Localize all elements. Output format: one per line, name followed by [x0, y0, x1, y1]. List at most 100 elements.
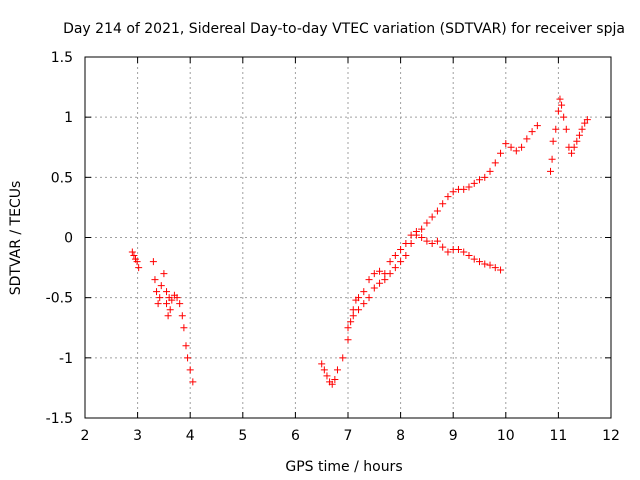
data-point — [497, 266, 505, 274]
axis-ticks: 2 3 4 5 6 7 8 9 10 11 12 -1.5 -1 -0.5 0 0.5 1 1.5 — [46, 50, 620, 444]
data-point — [355, 306, 363, 314]
data-point — [433, 207, 441, 215]
data-point — [470, 255, 478, 263]
x-tick-label: 7 — [344, 428, 353, 444]
data-point — [418, 234, 426, 241]
data-point — [439, 243, 447, 251]
data-point — [370, 284, 378, 292]
data-point — [133, 258, 141, 266]
data-point — [376, 267, 384, 275]
data-point — [412, 231, 420, 239]
data-point — [391, 252, 399, 260]
chart-title: Day 214 of 2021, Sidereal Day-to-day VTE… — [63, 21, 625, 37]
data-point — [460, 248, 468, 256]
data-point — [465, 252, 473, 260]
data-point — [153, 288, 161, 296]
data-point — [402, 252, 410, 260]
data-point — [465, 183, 473, 191]
data-point — [320, 366, 328, 374]
data-point — [407, 240, 415, 248]
data-point — [470, 179, 478, 187]
y-tick-label: 0.5 — [51, 170, 73, 186]
data-point — [583, 116, 591, 124]
data-point — [365, 276, 373, 284]
data-point — [449, 188, 457, 196]
data-point — [491, 264, 499, 272]
data-point — [570, 143, 578, 151]
data-point — [135, 264, 143, 272]
data-point — [444, 248, 452, 256]
data-point — [370, 270, 378, 278]
data-point — [331, 375, 339, 383]
data-point — [518, 143, 526, 151]
data-point — [168, 296, 176, 304]
data-point — [344, 336, 352, 344]
y-tick-label: -0.5 — [46, 291, 73, 307]
data-point — [164, 312, 172, 320]
data-point — [578, 125, 586, 133]
x-tick-label: 3 — [133, 428, 142, 444]
data-point — [560, 113, 568, 121]
x-tick-label: 8 — [396, 428, 405, 444]
data-point — [548, 155, 556, 163]
data-point — [581, 119, 589, 127]
x-tick-label: 2 — [81, 428, 90, 444]
data-point — [154, 300, 162, 308]
data-point — [575, 131, 583, 139]
x-tick-label: 10 — [497, 428, 515, 444]
grid-lines — [85, 57, 611, 418]
data-point — [151, 276, 159, 284]
data-point — [573, 137, 581, 145]
data-point — [360, 288, 368, 296]
data-point — [323, 372, 331, 380]
x-tick-label: 9 — [449, 428, 458, 444]
data-point — [444, 193, 452, 201]
data-point — [365, 294, 373, 302]
data-point — [562, 125, 570, 133]
data-point — [486, 167, 494, 175]
data-point — [428, 240, 436, 248]
data-point — [166, 306, 174, 314]
data-point — [523, 135, 531, 143]
data-point — [128, 248, 136, 256]
data-point — [423, 219, 431, 227]
data-point — [418, 225, 426, 233]
data-point — [376, 279, 384, 287]
data-point — [454, 246, 462, 254]
data-point — [163, 288, 171, 296]
data-point — [178, 312, 186, 320]
data-point — [568, 149, 576, 157]
data-point — [347, 318, 355, 326]
data-point — [349, 312, 357, 320]
y-tick-label: 0 — [64, 231, 73, 247]
data-point — [491, 159, 499, 167]
data-point — [386, 270, 394, 278]
data-point — [182, 342, 190, 350]
data-point — [481, 260, 489, 268]
data-point — [344, 324, 352, 332]
y-tick-label: -1 — [59, 351, 73, 367]
data-point — [318, 360, 326, 368]
data-point — [428, 213, 436, 221]
data-point — [157, 282, 165, 290]
data-point — [386, 258, 394, 266]
data-point — [328, 380, 336, 388]
data-points — [128, 95, 591, 388]
data-point — [180, 324, 188, 332]
data-point — [547, 167, 555, 175]
data-point — [189, 378, 197, 386]
data-point — [397, 258, 405, 266]
data-point — [176, 300, 184, 308]
data-point — [397, 246, 405, 254]
x-tick-label: 5 — [238, 428, 247, 444]
x-tick-label: 6 — [291, 428, 300, 444]
data-point — [439, 200, 447, 208]
data-point — [130, 252, 138, 260]
data-point — [381, 276, 389, 284]
data-point — [481, 173, 489, 181]
data-point — [558, 101, 566, 109]
data-point — [502, 140, 510, 148]
data-point — [333, 366, 341, 374]
data-point — [173, 294, 181, 302]
